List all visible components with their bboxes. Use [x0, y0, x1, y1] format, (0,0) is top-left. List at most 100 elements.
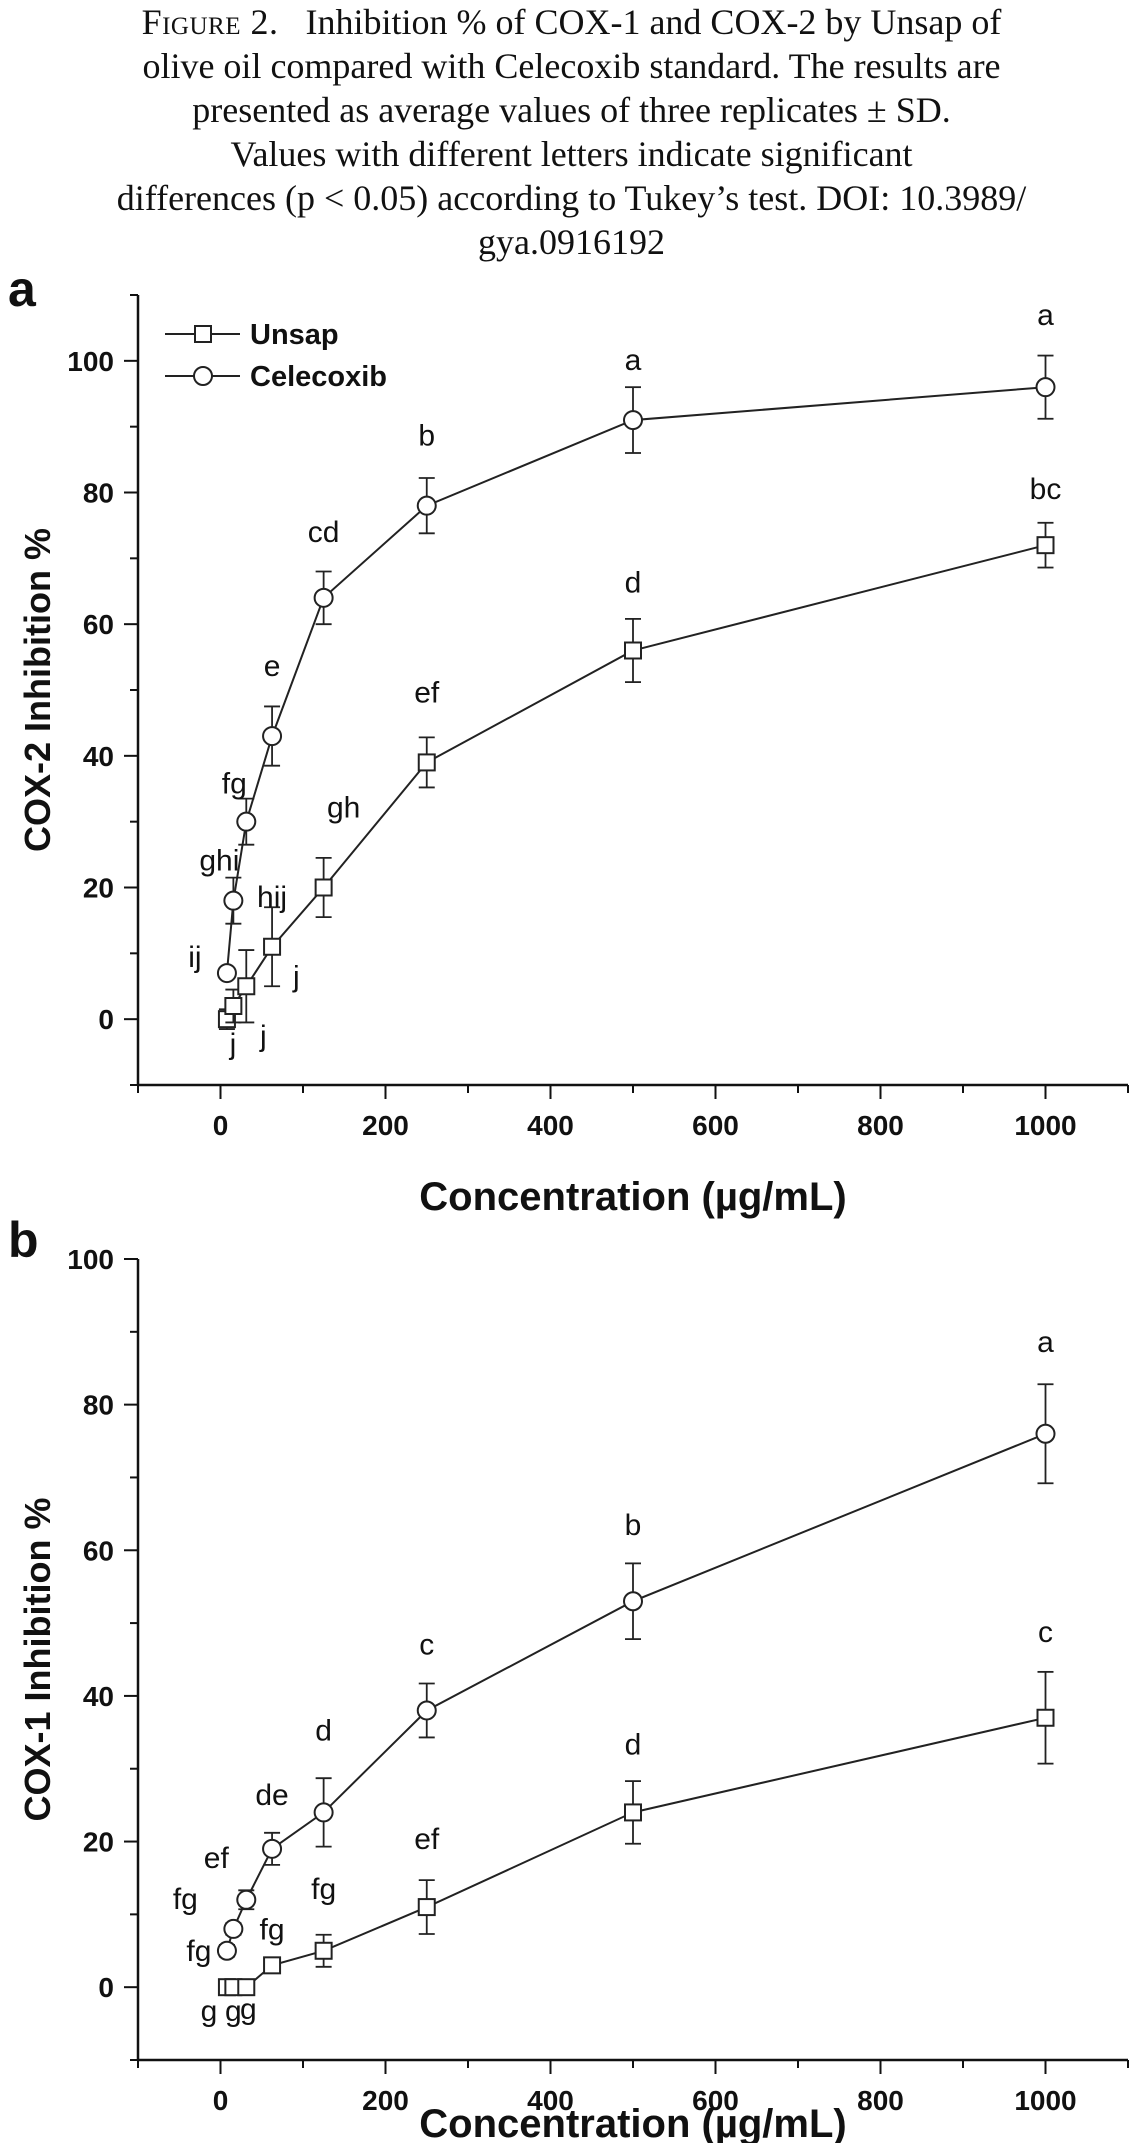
y-tick-label: 40: [83, 1681, 114, 1712]
significance-letter: c: [1038, 1616, 1053, 1649]
significance-letter: j: [229, 1028, 237, 1061]
y-axis-title: COX-2 Inhibition %: [17, 528, 58, 852]
significance-letter: fg: [311, 1873, 336, 1906]
y-tick-label: 0: [98, 1972, 114, 2003]
figure-label: Figure 2.: [141, 2, 279, 42]
data-point-square: [624, 641, 642, 660]
data-point-circle: [623, 410, 643, 431]
data-point-square: [314, 1941, 333, 1960]
significance-letter: ef: [204, 1842, 230, 1875]
y-tick-label: 20: [83, 1827, 114, 1858]
x-tick-label: 1000: [1014, 2085, 1076, 2116]
significance-letter: ef: [414, 1823, 440, 1856]
legend-marker-square: [194, 325, 212, 343]
caption-line-1: Figure 2. Inhibition % of COX-1 and COX-…: [0, 0, 1143, 44]
significance-letter: de: [255, 1779, 288, 1812]
significance-letter: d: [625, 567, 642, 600]
significance-letter: g: [201, 1995, 218, 2028]
significance-letter: e: [264, 650, 281, 683]
significance-letter: fg: [173, 1883, 198, 1916]
x-tick-label: 600: [692, 2085, 739, 2116]
significance-letter: hij: [257, 881, 287, 914]
caption-line-6: gya.0916192: [478, 222, 665, 262]
data-point-square: [237, 977, 256, 996]
significance-letter: ef: [414, 676, 440, 709]
data-point-square: [417, 1898, 436, 1917]
significance-letter: cd: [308, 516, 340, 549]
y-axis-title: COX-1 Inhibition %: [17, 1498, 58, 1822]
series-line: [225, 386, 1046, 974]
significance-letter: fg: [260, 1913, 285, 1946]
x-tick-label: 800: [857, 1110, 904, 1141]
x-axis-title: Concentration (µg/mL): [419, 2102, 846, 2143]
significance-letter: j: [292, 960, 300, 993]
y-tick-label: 0: [98, 1004, 114, 1035]
data-point-square: [314, 878, 333, 897]
data-point-circle: [236, 1889, 257, 1910]
data-point-circle: [216, 963, 237, 984]
data-point-circle: [236, 811, 257, 832]
series-line: [226, 544, 1046, 1020]
x-tick-label: 0: [213, 1110, 229, 1141]
significance-letter: ghi: [199, 845, 239, 878]
y-tick-label: 100: [67, 1244, 114, 1275]
data-point-circle: [623, 1591, 643, 1612]
y-tick-label: 100: [67, 346, 114, 377]
data-point-circle: [262, 726, 283, 747]
data-point-square: [1036, 1708, 1055, 1727]
x-tick-label: 400: [527, 2085, 574, 2116]
significance-letter: d: [625, 1728, 642, 1761]
legend-label: Celecoxib: [250, 361, 387, 393]
data-point-circle: [313, 587, 334, 608]
y-tick-label: 80: [83, 1390, 114, 1421]
x-tick-label: 200: [362, 1110, 409, 1141]
significance-letter: fg: [186, 1935, 211, 1968]
significance-letter: a: [625, 344, 642, 377]
data-point-square: [417, 753, 436, 772]
data-point-square: [224, 997, 243, 1015]
x-axis-title: Concentration (µg/mL): [419, 1175, 846, 1219]
data-point-circle: [1035, 377, 1056, 398]
caption-line-5: differences (p < 0.05) according to Tuke…: [116, 178, 1027, 218]
data-point-square: [263, 1956, 282, 1975]
y-tick-label: 80: [83, 478, 114, 509]
significance-letter: g: [240, 1993, 257, 2026]
x-tick-label: 600: [692, 1110, 739, 1141]
significance-letter: ij: [188, 941, 201, 974]
significance-letter: j: [259, 1020, 267, 1053]
data-point-circle: [223, 890, 244, 911]
y-tick-label: 40: [83, 741, 114, 772]
data-point-circle: [416, 1700, 437, 1721]
significance-letter: b: [625, 1509, 642, 1542]
caption-line-2: olive oil compared with Celecoxib standa…: [142, 46, 1001, 86]
significance-letter: g: [225, 1995, 242, 2028]
data-point-circle: [216, 1940, 237, 1961]
legend-marker-circle: [193, 366, 213, 386]
significance-letter: b: [418, 420, 435, 453]
data-point-square: [263, 937, 282, 956]
significance-letter: d: [315, 1714, 332, 1747]
significance-letter: bc: [1030, 473, 1062, 506]
x-tick-label: 0: [213, 2085, 229, 2116]
significance-letter: a: [1037, 1326, 1054, 1359]
y-tick-label: 60: [83, 609, 114, 640]
legend: Unsap Celecoxib: [165, 319, 387, 393]
x-tick-label: 200: [362, 2085, 409, 2116]
significance-letter: a: [1037, 299, 1054, 332]
caption-text-1: Inhibition % of COX-1 and COX-2 by Unsap…: [305, 2, 1002, 42]
panel-label: b: [8, 1212, 39, 1268]
caption-line-4: Values with different letters indicate s…: [230, 134, 913, 174]
data-point-circle: [223, 1918, 244, 1939]
significance-letter: fg: [222, 768, 247, 801]
data-point-circle: [416, 495, 437, 516]
data-point-circle: [313, 1802, 334, 1823]
series-celecoxib: ij ghi fg e cd b a a: [188, 299, 1056, 984]
y-tick-label: 20: [83, 873, 114, 904]
y-tick-label: 60: [83, 1535, 114, 1566]
